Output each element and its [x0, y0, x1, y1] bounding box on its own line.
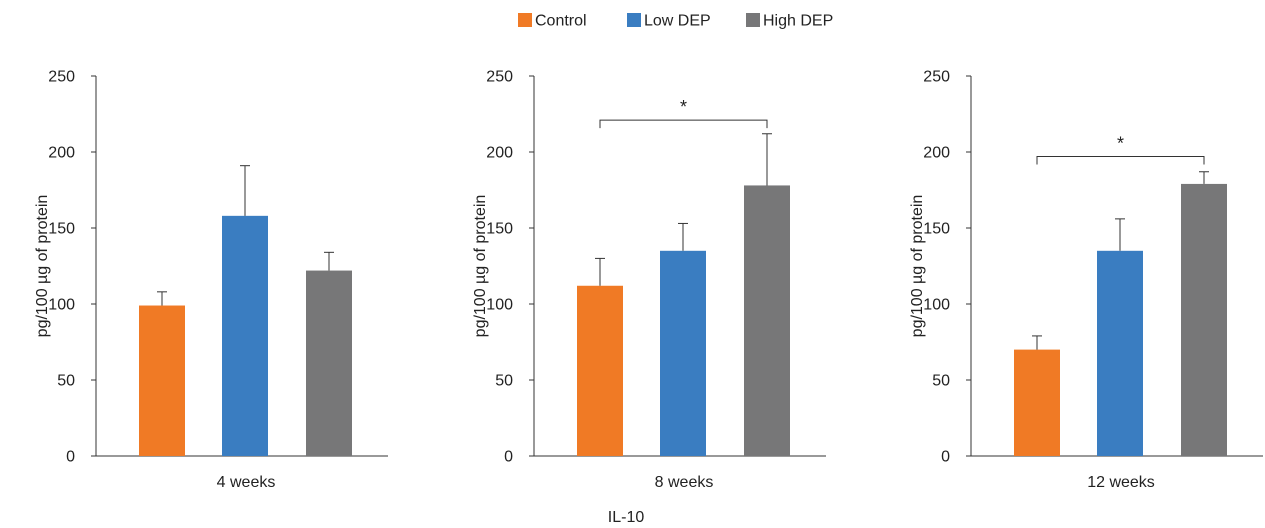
y-tick-label: 0 [66, 449, 75, 466]
y-tick-label: 150 [923, 221, 950, 238]
y-tick-label: 150 [48, 221, 75, 238]
legend-swatch-control [518, 13, 532, 27]
significance-marker: * [1117, 134, 1124, 154]
y-tick-label: 0 [941, 449, 950, 466]
legend: Control Low DEP High DEP [518, 13, 833, 30]
y-tick-label: 100 [923, 297, 950, 314]
chart-panel-1: 0 50 100 150 200 250 pg/100 µg of protein 4 wee… [34, 69, 388, 491]
legend-label-low-dep: Low DEP [644, 13, 711, 30]
bar-high-dep [306, 270, 352, 456]
bar-low-dep [222, 215, 268, 456]
y-tick-label: 200 [486, 145, 513, 162]
legend-swatch-low-dep [627, 13, 641, 27]
x-axis-title: 4 weeks [217, 474, 276, 491]
x-axis-title: 12 weeks [1087, 474, 1155, 491]
chart-panels: 0 50 100 150 200 250 pg/100 µg of protein 4 wee… [34, 69, 1263, 491]
y-tick-label: 50 [495, 373, 513, 390]
legend-swatch-high-dep [746, 13, 760, 27]
figure-caption: IL-10 [608, 509, 645, 526]
y-tick-label: 150 [486, 221, 513, 238]
y-tick-label: 250 [923, 69, 950, 86]
significance-bracket [599, 119, 768, 129]
x-axis-title: 8 weeks [655, 474, 714, 491]
bar-high-dep [1181, 183, 1227, 457]
y-tick-label: 200 [923, 145, 950, 162]
legend-label-high-dep: High DEP [763, 13, 833, 30]
bar-high-dep [744, 185, 790, 456]
y-tick-label: 250 [48, 69, 75, 86]
chart-panel-2: 0 50 100 150 200 250 pg/100 µg of protein 8 wee… [472, 69, 826, 491]
legend-item-low-dep: Low DEP [627, 13, 711, 30]
y-tick-label: 0 [504, 449, 513, 466]
legend-item-high-dep: High DEP [746, 13, 833, 30]
bar-control [577, 285, 623, 456]
bar-low-dep [1097, 250, 1143, 456]
y-tick-label: 50 [932, 373, 950, 390]
bar-low-dep [660, 250, 706, 456]
bar-control [1014, 349, 1060, 456]
y-tick-label: 250 [486, 69, 513, 86]
legend-label-control: Control [535, 13, 587, 30]
y-axis-title: pg/100 µg of protein [34, 195, 51, 338]
chart-panel-3: 0 50 100 150 200 250 pg/100 µg of protein 12 we… [909, 69, 1263, 491]
legend-item-control: Control [518, 13, 587, 30]
y-axis-title: pg/100 µg of protein [472, 195, 489, 338]
significance-marker: * [680, 97, 687, 117]
y-tick-label: 100 [48, 297, 75, 314]
y-tick-label: 200 [48, 145, 75, 162]
y-tick-label: 100 [486, 297, 513, 314]
bar-control [139, 305, 185, 456]
significance-bracket [1036, 156, 1205, 165]
y-tick-label: 50 [57, 373, 75, 390]
y-axis-title: pg/100 µg of protein [909, 195, 926, 338]
